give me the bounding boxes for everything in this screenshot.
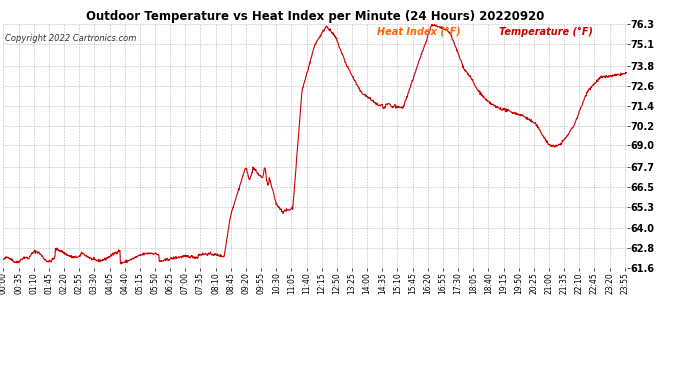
Text: Temperature (°F): Temperature (°F) [499, 27, 593, 37]
Title: Outdoor Temperature vs Heat Index per Minute (24 Hours) 20220920: Outdoor Temperature vs Heat Index per Mi… [86, 10, 544, 23]
Text: Copyright 2022 Cartronics.com: Copyright 2022 Cartronics.com [5, 34, 136, 43]
Text: Heat Index (°F): Heat Index (°F) [377, 27, 461, 37]
